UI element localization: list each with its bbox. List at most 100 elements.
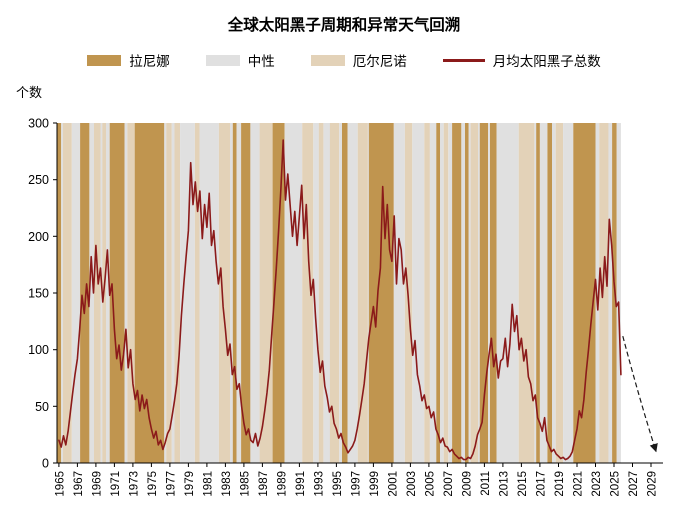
svg-text:2015: 2015	[517, 471, 529, 497]
enso-band	[367, 123, 369, 463]
svg-text:150: 150	[28, 287, 49, 301]
svg-text:2021: 2021	[573, 471, 585, 497]
svg-text:1969: 1969	[91, 471, 103, 497]
projection-arrow	[622, 335, 658, 453]
legend: 拉尼娜 中性 厄尔尼诺 月均太阳黑子总数	[0, 50, 688, 70]
enso-band	[174, 123, 181, 463]
svg-text:1979: 1979	[184, 471, 196, 497]
enso-band	[61, 123, 64, 463]
enso-band	[241, 123, 251, 463]
enso-band	[479, 123, 489, 463]
enso-band	[573, 123, 596, 463]
svg-text:2019: 2019	[554, 471, 566, 497]
enso-band	[490, 123, 497, 463]
svg-text:1999: 1999	[369, 471, 381, 497]
enso-band	[443, 123, 449, 463]
svg-text:2009: 2009	[461, 471, 473, 497]
svg-text:2023: 2023	[591, 471, 603, 497]
svg-text:1977: 1977	[165, 471, 177, 497]
legend-item-lanina: 拉尼娜	[87, 50, 170, 70]
enso-band	[171, 123, 175, 463]
enso-band	[478, 123, 480, 463]
enso-band	[259, 123, 273, 463]
enso-band	[488, 123, 490, 463]
svg-text:1967: 1967	[73, 471, 85, 497]
y-axis-title: 个数	[16, 85, 43, 100]
svg-text:2007: 2007	[443, 471, 455, 497]
enso-band	[94, 123, 101, 463]
enso-band	[448, 123, 453, 463]
enso-band	[199, 123, 219, 463]
enso-band	[412, 123, 425, 463]
svg-text:200: 200	[28, 230, 49, 244]
enso-band	[563, 123, 574, 463]
enso-band	[347, 123, 358, 463]
enso-band	[599, 123, 609, 463]
enso-band	[339, 123, 342, 463]
enso-band	[342, 123, 348, 463]
svg-text:1975: 1975	[147, 471, 159, 497]
enso-band	[595, 123, 600, 463]
enso-band	[284, 123, 303, 463]
enso-band	[547, 123, 552, 463]
enso-band	[461, 123, 465, 463]
enso-band	[232, 123, 237, 463]
svg-text:50: 50	[35, 400, 49, 414]
enso-band	[124, 123, 128, 463]
elnino-swatch-icon	[310, 54, 345, 66]
enso-band	[608, 123, 613, 463]
enso-band	[323, 123, 330, 463]
enso-band	[57, 123, 62, 463]
legend-label-sunspot-series: 月均太阳黑子总数	[492, 54, 601, 69]
svg-text:2013: 2013	[498, 471, 510, 497]
enso-band	[468, 123, 471, 463]
svg-text:2005: 2005	[424, 471, 436, 497]
svg-text:1995: 1995	[332, 471, 344, 497]
enso-band	[452, 123, 462, 463]
enso-band	[393, 123, 405, 463]
svg-text:1965: 1965	[54, 471, 66, 497]
enso-band	[250, 123, 260, 463]
svg-text:2011: 2011	[480, 471, 492, 496]
svg-text:1993: 1993	[313, 471, 325, 497]
svg-text:1997: 1997	[350, 471, 362, 497]
svg-text:100: 100	[28, 343, 49, 357]
svg-text:1991: 1991	[295, 471, 307, 497]
enso-band	[272, 123, 285, 463]
svg-text:2027: 2027	[628, 471, 640, 497]
svg-text:1971: 1971	[110, 471, 122, 497]
enso-band	[368, 123, 394, 463]
series-line-swatch-icon	[442, 58, 485, 62]
enso-band	[440, 123, 444, 463]
legend-item-sunspot-series: 月均太阳黑子总数	[442, 50, 601, 70]
legend-item-neutral: 中性	[205, 50, 275, 70]
neutral-swatch-icon	[205, 54, 240, 66]
enso-band	[164, 123, 167, 463]
enso-band	[429, 123, 437, 463]
legend-label-elnino: 厄尔尼诺	[352, 54, 407, 69]
enso-band	[436, 123, 440, 463]
legend-label-neutral: 中性	[247, 54, 275, 69]
enso-band	[552, 123, 556, 463]
enso-band	[180, 123, 195, 463]
svg-text:2003: 2003	[406, 471, 418, 497]
svg-text:1973: 1973	[128, 471, 140, 497]
svg-text:1981: 1981	[202, 471, 214, 497]
enso-band	[106, 123, 110, 463]
svg-text:2017: 2017	[535, 471, 547, 497]
enso-band	[536, 123, 540, 463]
enso-band	[465, 123, 469, 463]
chart-title: 全球太阳黑子周期和异常天气回溯	[227, 17, 461, 34]
enso-band	[71, 123, 81, 463]
legend-item-elnino: 厄尔尼诺	[310, 50, 407, 70]
svg-text:1983: 1983	[221, 471, 233, 497]
sunspot-line	[58, 139, 622, 461]
legend-label-lanina: 拉尼娜	[129, 54, 170, 69]
enso-band	[313, 123, 319, 463]
enso-band	[496, 123, 519, 463]
enso-band	[555, 123, 564, 463]
svg-text:0: 0	[42, 457, 49, 471]
svg-text:1989: 1989	[276, 471, 288, 497]
enso-band	[63, 123, 72, 463]
